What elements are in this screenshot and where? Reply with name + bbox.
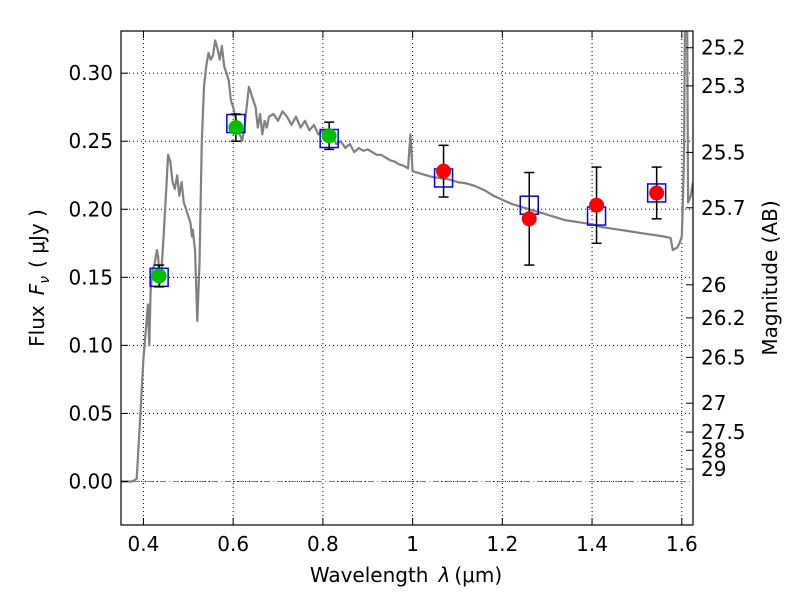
- y2-tick-label: 25.5: [701, 140, 746, 164]
- infrared-data-point: [649, 185, 665, 201]
- y2-tick-label: 26.2: [701, 306, 746, 330]
- y-tick-label: 0.25: [68, 129, 113, 153]
- ticks-layer: 0.4 0.6 0.8 1 1.2 1.4 1.6 0.00 0.05 0.10 0.15 0.20 0…: [68, 31, 746, 556]
- x-tick-label: 0.8: [307, 532, 339, 556]
- y-tick-label: 0.00: [68, 469, 113, 493]
- x-tick-label: 0.6: [217, 532, 249, 556]
- x-axis-title: Wavelength λ (μm): [310, 563, 502, 587]
- x-tick-label: 1.4: [576, 532, 608, 556]
- y2-tick-label: 27: [701, 391, 726, 415]
- optical-data-point: [228, 120, 244, 136]
- optical-data-point: [151, 268, 167, 284]
- model-photometry-layer: [149, 113, 667, 288]
- y2-axis-title: Magnitude (AB): [758, 200, 782, 355]
- infrared-data-point: [436, 163, 452, 179]
- y-tick-label: 0.20: [68, 197, 113, 221]
- y2-tick-label: 25.2: [701, 36, 746, 60]
- x-tick-label: 1.2: [486, 532, 518, 556]
- infrared-data-point: [521, 211, 537, 227]
- y2-tick-label: 26.5: [701, 345, 746, 369]
- y2-tick-label: 29: [701, 457, 726, 481]
- y2-tick-label: 25.3: [701, 74, 746, 98]
- x-tick-label: 1: [406, 532, 419, 556]
- y-tick-label: 0.10: [68, 333, 113, 357]
- y2-tick-label: 27.5: [701, 420, 746, 444]
- model-spectrum-tail: [686, 31, 693, 204]
- observations-layer: [151, 113, 665, 288]
- model-spectrum-line: [121, 31, 686, 483]
- optical-data-point: [321, 128, 337, 144]
- grid-layer: [121, 31, 693, 525]
- x-tick-label: 0.4: [128, 532, 160, 556]
- y2-tick-label: 25.7: [701, 196, 746, 220]
- y2-tick-label: 28: [701, 438, 726, 462]
- y-tick-label: 0.30: [68, 61, 113, 85]
- y-axis-title: FluxFν( μJy ): [25, 209, 53, 347]
- x-tick-label: 1.6: [666, 532, 698, 556]
- plot-frame: [120, 30, 694, 526]
- model-spectrum-layer: [121, 31, 693, 483]
- y2-tick-label: 26: [701, 273, 726, 297]
- infrared-data-point: [589, 197, 605, 213]
- y-tick-label: 0.15: [68, 265, 113, 289]
- y-tick-label: 0.05: [68, 401, 113, 425]
